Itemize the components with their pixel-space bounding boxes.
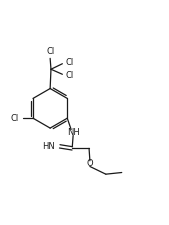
- Text: Cl: Cl: [66, 58, 74, 67]
- Text: Cl: Cl: [66, 72, 74, 81]
- Text: Cl: Cl: [46, 47, 54, 56]
- Text: O: O: [87, 159, 93, 168]
- Text: HN: HN: [42, 142, 55, 151]
- Text: NH: NH: [67, 128, 79, 137]
- Text: Cl: Cl: [10, 114, 19, 123]
